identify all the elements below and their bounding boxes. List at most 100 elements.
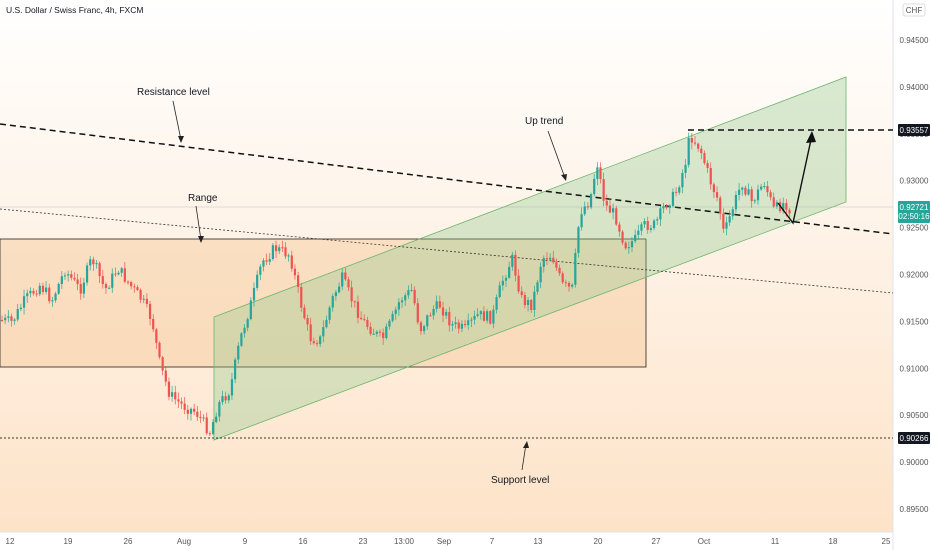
candle-down [482,311,486,321]
projection-arrow [777,134,813,225]
candle-down [514,254,517,276]
candle-up [375,331,378,334]
y-tick-label: 0.89500 [900,505,929,514]
target-price-badge [898,124,930,136]
candle-down [148,303,152,319]
candle-down [788,209,791,214]
candle-up [426,315,429,327]
candle-up [246,319,249,328]
candle-up [16,309,19,320]
candle-down [382,332,385,339]
candle-down [347,279,350,288]
candle-down [133,286,136,288]
candle-up [227,395,230,401]
candle-down [366,319,369,327]
currency-badge[interactable] [902,3,926,17]
y-tick-label: 0.94000 [900,83,929,92]
candle-up [460,323,463,329]
candle-down [690,137,693,143]
annotation-up-trend: Up trend [525,116,563,127]
price-axis-background [893,0,932,550]
candle-up [120,268,123,273]
candle-up [656,219,659,221]
candle-up [536,282,539,292]
range-trend-line[interactable] [0,208,894,294]
candle-up [85,265,89,283]
candle-down [290,255,293,269]
candle-up [577,227,580,253]
candle-down [457,322,460,329]
x-tick-label: 13:00 [394,537,415,546]
candle-up [738,189,741,196]
projection-arrowhead [806,131,816,143]
candle-up [668,205,671,208]
candle-down [712,184,715,193]
candle-up [341,272,344,287]
candle-down [73,277,76,280]
candle-down [303,307,306,319]
y-tick-label: 0.90500 [900,411,929,420]
candle-down [561,273,564,283]
candle-down [697,143,700,149]
candle-up [7,316,10,318]
x-tick-label: Sep [437,537,452,546]
candle-up [215,416,218,423]
candle-down [419,322,423,332]
x-tick-label: 25 [882,537,891,546]
y-tick-label: 0.93000 [900,177,929,186]
candle-up [397,302,400,310]
x-tick-label: 11 [771,537,780,546]
candle-up [388,320,391,327]
candle-up [202,417,205,419]
candle-down [114,273,117,275]
support-pointer [521,443,527,471]
candle-up [423,326,426,332]
candle-up [662,206,665,209]
candle-up [504,277,508,281]
candle-down [665,206,668,208]
candle-up [60,276,63,284]
candle-down [70,274,73,278]
candle-up [756,189,760,201]
candle-up [38,285,41,295]
candle-up [82,282,85,294]
range-box[interactable] [0,238,647,368]
candle-up [234,359,237,380]
y-tick-label: 0.94500 [900,36,929,45]
candle-up [189,408,193,414]
candle-up [486,311,489,321]
current-price-label: 0.92721 [900,203,929,212]
candle-up [322,327,325,337]
candle-down [608,205,612,213]
y-tick-label: 0.92000 [900,271,929,280]
x-tick-label: 26 [124,537,133,546]
candle-down [599,167,602,180]
y-tick-label: 0.91500 [900,317,929,326]
candle-up [117,272,120,275]
candle-up [571,284,574,287]
candle-up [111,273,114,288]
candle-down [158,342,161,358]
candle-down [429,315,432,317]
candle-down [564,282,567,284]
candle-down [101,276,104,285]
candle-down [523,295,526,306]
candle-up [479,311,482,315]
candle-up [508,266,511,278]
candle-down [769,192,772,198]
candle-down [281,247,284,249]
time-axis-ticks: 12 19 26 Aug 9 16 23 13:00 Sep 7 13 20 27 Oct 11 18 25 [6,537,891,546]
candle-up [243,327,246,334]
candle-up [627,247,630,249]
candle-down [413,289,416,304]
candle-down [265,260,268,262]
candle-up [385,326,388,339]
candle-up [473,315,476,320]
candle-down [306,318,309,325]
candle-up [640,224,643,231]
candle-up [394,309,397,314]
candle-down [356,301,360,318]
annotation-resistance-level: Resistance level [137,87,210,98]
candle-up [271,245,274,260]
